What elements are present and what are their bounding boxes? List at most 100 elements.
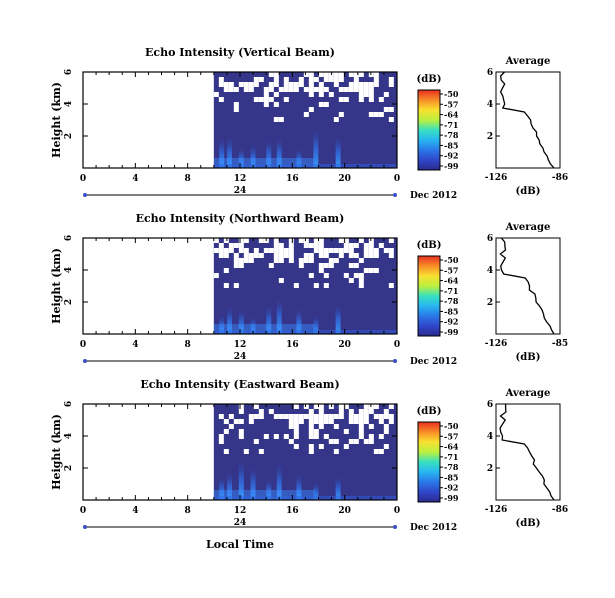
missing-cell [223,253,229,258]
missing-cell [243,82,249,87]
missing-cell [218,439,224,444]
missing-cell [388,253,394,258]
missing-cell [343,87,349,92]
echo-streak [219,475,225,500]
missing-cell [258,449,264,454]
missing-cell [213,248,219,253]
average-y-tick-label: 6 [487,68,493,78]
missing-cell [363,439,369,444]
missing-cell [328,258,334,263]
missing-cell [363,409,369,414]
echo-streak [250,143,256,168]
x-tick-label: 0 [394,506,400,516]
missing-cell [288,424,294,429]
missing-cell [263,102,269,107]
missing-cell [273,72,279,77]
missing-cell [358,258,364,263]
missing-cell [333,258,339,263]
missing-cell [383,424,389,429]
x-tick-label: 16 [286,506,299,516]
missing-cell [308,107,314,112]
missing-cell [303,112,309,117]
missing-cell [313,243,319,248]
echo-streak [276,135,282,168]
missing-cell [353,77,359,82]
missing-cell [358,92,364,97]
missing-cell [298,414,304,419]
missing-cell [288,243,294,248]
missing-cell [358,273,364,278]
date-axis-label: 24 [234,352,247,362]
missing-cell [293,414,299,419]
missing-cell [213,92,219,97]
missing-cell [273,434,279,439]
missing-cell [333,72,339,77]
missing-cell [333,439,339,444]
missing-cell [273,82,279,87]
missing-cell [388,404,394,409]
missing-cell [288,253,294,258]
colorbar-tick-label: -57 [444,431,458,441]
missing-cell [323,72,329,77]
missing-cell [328,439,334,444]
missing-cell [218,253,224,258]
echo-streak [238,457,244,500]
missing-cell [338,77,344,82]
missing-cell [288,419,294,424]
missing-cell [263,248,269,253]
missing-cell [238,248,244,253]
missing-cell [368,248,374,253]
missing-cell [333,248,339,253]
missing-cell [353,439,359,444]
colorbar-tick-label: -57 [444,265,458,275]
missing-cell [263,87,269,92]
x-tick-label: 20 [338,174,351,184]
missing-cell [343,273,349,278]
missing-cell [318,419,324,424]
missing-cell [313,87,319,92]
missing-cell [363,268,369,273]
colorbar-tick-label: -64 [444,276,459,286]
missing-cell [263,434,269,439]
missing-cell [323,419,329,424]
missing-cell [368,439,374,444]
missing-cell [318,263,324,268]
y-tick-label: 2 [64,299,74,305]
missing-cell [303,258,309,263]
missing-cell [348,72,354,77]
echo-streak [296,307,302,334]
missing-cell [318,414,324,419]
panel-title: Echo Intensity (Vertical Beam) [145,46,335,59]
missing-cell [328,92,334,97]
x-tick-label: 8 [185,174,191,184]
missing-cell [318,444,324,449]
missing-cell [373,82,379,87]
date-axis-label: 24 [234,518,247,528]
missing-cell [303,87,309,92]
missing-cell [268,87,274,92]
missing-cell [373,253,379,258]
missing-cell [233,258,239,263]
x-tick-label: 0 [394,174,400,184]
missing-cell [288,439,294,444]
echo-streak [276,460,282,500]
average-x-tick-label: -126 [485,339,508,349]
missing-cell [238,404,244,409]
y-tick-label: 2 [64,465,74,471]
missing-cell [303,238,309,243]
x-tick-label: 16 [286,174,299,184]
heatmap [213,238,397,334]
colorbar-tick-label: -85 [444,140,458,150]
missing-cell [243,238,249,243]
average-x-tick-label: -126 [485,173,508,183]
colorbar-tick-label: -78 [444,462,459,472]
missing-cell [223,268,229,273]
missing-cell [323,253,329,258]
missing-cell [348,278,354,283]
average-y-tick-label: 4 [487,100,493,110]
missing-cell [333,414,339,419]
missing-cell [338,409,344,414]
missing-cell [388,248,394,253]
missing-cell [323,414,329,419]
